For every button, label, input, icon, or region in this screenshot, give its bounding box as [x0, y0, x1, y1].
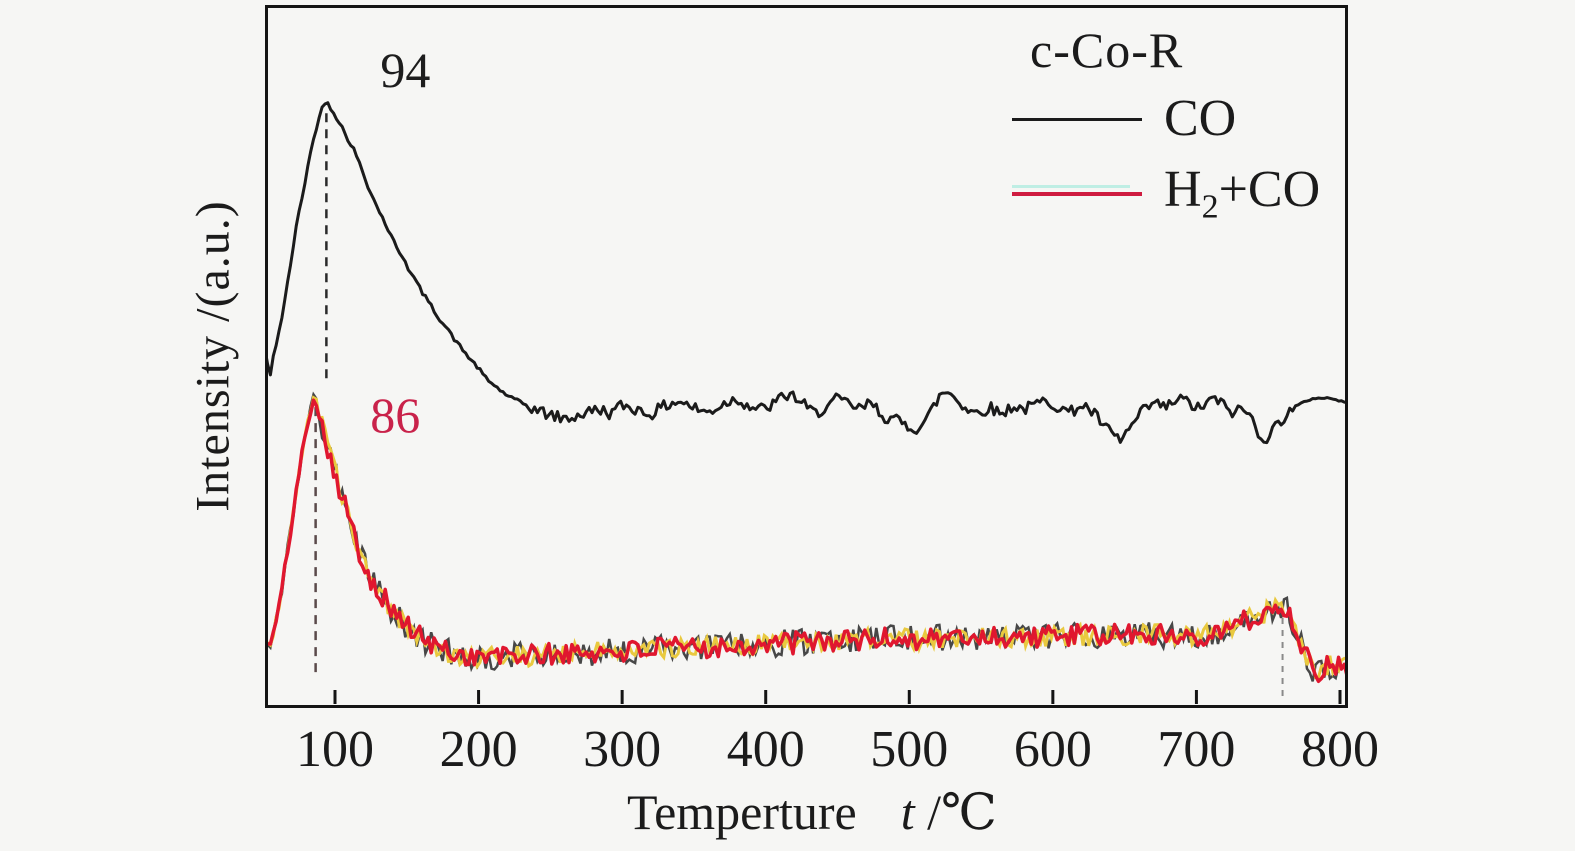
legend-title: c-Co-R: [1030, 22, 1184, 78]
h2co-sample-line: [1012, 191, 1142, 196]
x-tick-label: 200: [439, 721, 518, 778]
x-tick-label: 400: [726, 721, 805, 778]
legend-entry-co: CO: [1012, 92, 1362, 146]
h2co-sample-halo: [1012, 184, 1130, 188]
x-axis-unit: /℃: [914, 784, 997, 840]
x-tick-label: 800: [1300, 721, 1379, 778]
x-axis-label-text: Temperture: [627, 784, 857, 840]
co-legend-label: CO: [1164, 90, 1237, 147]
x-tick-label: 600: [1013, 721, 1092, 778]
x-axis-label: Temperture t /℃: [627, 783, 997, 841]
x-axis-variable: t: [900, 784, 915, 840]
x-tick-label: 100: [296, 721, 374, 778]
plot-border: [265, 5, 1348, 708]
legend: c-Co-R CO H2+CO: [1012, 22, 1362, 226]
h2co-legend-label: H2+CO: [1164, 161, 1321, 226]
h2+co-curve: [268, 398, 1345, 684]
peak-label-86: 86: [370, 386, 421, 443]
peak-label-94: 94: [380, 41, 431, 98]
x-tick-label: 700: [1157, 721, 1236, 778]
legend-entry-h2co: H2+CO: [1012, 158, 1362, 226]
x-tick-label: 500: [870, 721, 949, 778]
y-axis-label: Intensity /(a.u.): [186, 200, 240, 512]
x-tick-label: 300: [583, 721, 662, 778]
h2co-line-sample: [1012, 184, 1142, 196]
co-curve: [268, 101, 1345, 445]
co-line-sample: [1012, 117, 1142, 121]
